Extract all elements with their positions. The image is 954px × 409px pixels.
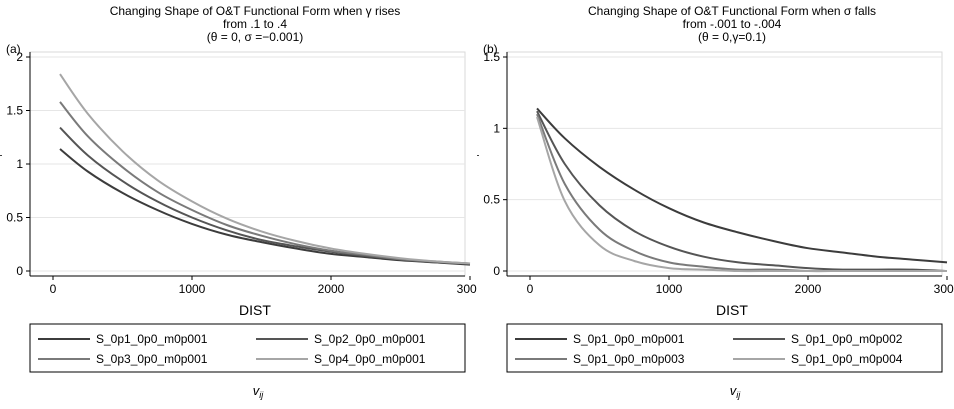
plot-region-b [506,51,943,277]
legend-label-a: S_0p4_0p0_m0p001 [314,352,426,366]
x-tick-label-a: 0 [50,282,57,296]
legend-label-b: S_0p1_0p0_m0p004 [791,352,903,366]
series-line-b-4 [536,116,947,273]
chart-title-line-a: Changing Shape of O&T Functional Form wh… [110,4,401,18]
y-tick-label-a: 2 [16,50,23,64]
panel-label-a: (a) [6,42,21,56]
legend-label-a: S_0p2_0p0_m0p001 [314,332,426,346]
chart-title-line-b: from -.001 to -.004 [683,17,782,31]
series-line-a-4 [59,73,471,265]
y-tick-label-a: 1.5 [6,104,23,118]
legend-label-b: S_0p1_0p0_m0p002 [791,332,903,346]
y-axis-label-b: Si [477,154,481,165]
legend-box-a [29,323,466,373]
chart-title-line-b: Changing Shape of O&T Functional Form wh… [588,4,876,18]
chart-title-line-b: (θ = 0,γ=0.1) [698,30,766,44]
legend-title-sub-b: ij [736,390,741,400]
y-axis-label-main-a: S [0,156,1,165]
x-tick-label-a: 2000 [318,282,345,296]
chart-title-line-a: from .1 to .4 [223,17,287,31]
y-tick-label-a: 1 [16,157,23,171]
series-line-b-3 [536,113,947,273]
x-tick-label-b: 1000 [656,282,683,296]
legend-title-a: vij [253,383,264,400]
y-axis-label-sub-a: i [0,154,4,156]
x-tick-label-b: 0 [527,282,534,296]
x-axis-label-a: DIST [239,302,271,318]
y-tick-label-b: 0 [493,264,500,278]
chart-b-svg: Changing Shape of O&T Functional Form wh… [462,4,954,400]
y-axis-label-sub-b: i [477,154,481,156]
x-tick-label-b: 2000 [795,282,822,296]
series-line-b-2 [536,110,948,272]
series-line-a-1 [59,148,471,266]
chart-a-svg: Changing Shape of O&T Functional Form wh… [0,4,484,400]
x-tick-label-b: 3000 [934,282,954,296]
legend-title-main-b: v [730,383,738,398]
legend-title-b: vij [730,383,741,400]
panel-label-b: (b) [483,42,498,56]
y-axis-label-main-b: S [477,156,478,165]
x-tick-label-a: 1000 [179,282,206,296]
chart-title-line-a: (θ = 0, σ =−0.001) [207,30,303,44]
y-tick-label-a: 0.5 [6,211,23,225]
legend-label-b: S_0p1_0p0_m0p003 [573,352,685,366]
chart-panel-b: Changing Shape of O&T Functional Form wh… [462,0,954,404]
x-axis-label-b: DIST [716,302,748,318]
legend-label-a: S_0p1_0p0_m0p001 [96,332,208,346]
legend-title-main-a: v [253,383,261,398]
y-axis-label-a: Si [0,154,4,165]
legend-label-a: S_0p3_0p0_m0p001 [96,352,208,366]
chart-panel-a: Changing Shape of O&T Functional Form wh… [0,0,484,404]
x-tick-label-a: 3000 [457,282,477,296]
y-tick-label-b: 0.5 [483,193,500,207]
y-tick-label-b: 1 [493,121,500,135]
series-line-a-3 [59,101,471,265]
series-line-b-1 [536,107,948,264]
y-tick-label-b: 1.5 [483,50,500,64]
legend-title-sub-a: ij [259,390,264,400]
y-tick-label-a: 0 [16,264,23,278]
legend-box-b [506,323,943,373]
legend-label-b: S_0p1_0p0_m0p001 [573,332,685,346]
